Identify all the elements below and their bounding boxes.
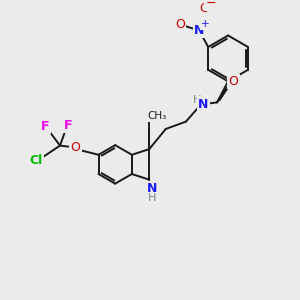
Text: O: O — [175, 19, 185, 32]
Text: CH₃: CH₃ — [147, 111, 166, 121]
Text: O: O — [71, 141, 80, 154]
Text: F: F — [64, 119, 73, 132]
Text: H: H — [148, 193, 156, 203]
Text: −: − — [206, 0, 216, 10]
Text: O: O — [200, 2, 209, 15]
Text: O: O — [229, 75, 238, 88]
Text: F: F — [41, 120, 50, 133]
Text: Cl: Cl — [30, 154, 43, 167]
Text: +: + — [201, 19, 210, 29]
Text: N: N — [198, 98, 208, 111]
Text: N: N — [147, 182, 157, 195]
Text: H: H — [193, 94, 201, 105]
Text: N: N — [194, 24, 204, 37]
